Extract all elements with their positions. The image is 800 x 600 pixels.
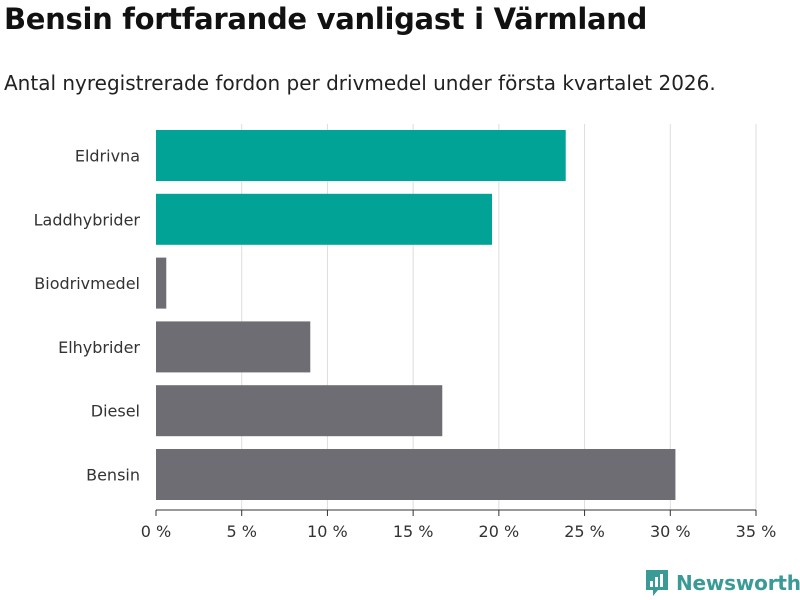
category-label-biodrivmedel: Biodrivmedel bbox=[34, 274, 140, 293]
x-tick-label: 15 % bbox=[393, 522, 434, 541]
chart-title: Bensin fortfarande vanligast i Värmland bbox=[4, 2, 648, 36]
grid-lines bbox=[241, 124, 757, 510]
newsworthy-logo-icon bbox=[646, 570, 668, 596]
chart-subtitle: Antal nyregistrerade fordon per drivmede… bbox=[4, 71, 716, 95]
x-tick-label: 35 % bbox=[736, 522, 777, 541]
x-tick-label: 5 % bbox=[226, 522, 256, 541]
category-label-elhybrider: Elhybrider bbox=[58, 338, 140, 357]
bar-bensin bbox=[156, 449, 676, 500]
category-label-diesel: Diesel bbox=[91, 402, 140, 421]
x-axis: 0 % 5 % 10 % 15 % 20 % 25 % 30 % 35 % bbox=[141, 509, 777, 541]
category-label-eldrivna: Eldrivna bbox=[75, 147, 140, 166]
bars bbox=[156, 130, 676, 500]
bar-laddhybrider bbox=[156, 193, 492, 245]
bar-biodrivmedel bbox=[156, 257, 167, 309]
x-tick-label: 30 % bbox=[650, 522, 691, 541]
category-label-laddhybrider: Laddhybrider bbox=[34, 210, 141, 229]
x-tick-label: 0 % bbox=[141, 522, 171, 541]
x-tick-label: 20 % bbox=[479, 522, 520, 541]
x-tick-label: 10 % bbox=[307, 522, 348, 541]
bar-diesel bbox=[156, 385, 443, 437]
x-tick-label: 25 % bbox=[564, 522, 605, 541]
category-label-bensin: Bensin bbox=[86, 466, 140, 485]
newsworthy-logo-text: Newsworthy bbox=[676, 571, 800, 595]
bar-eldrivna bbox=[156, 130, 566, 181]
bar-elhybrider bbox=[156, 321, 311, 373]
newsworthy-logo: Newsworthy bbox=[644, 568, 800, 598]
category-labels: Eldrivna Laddhybrider Biodrivmedel Elhybrid… bbox=[34, 147, 141, 485]
